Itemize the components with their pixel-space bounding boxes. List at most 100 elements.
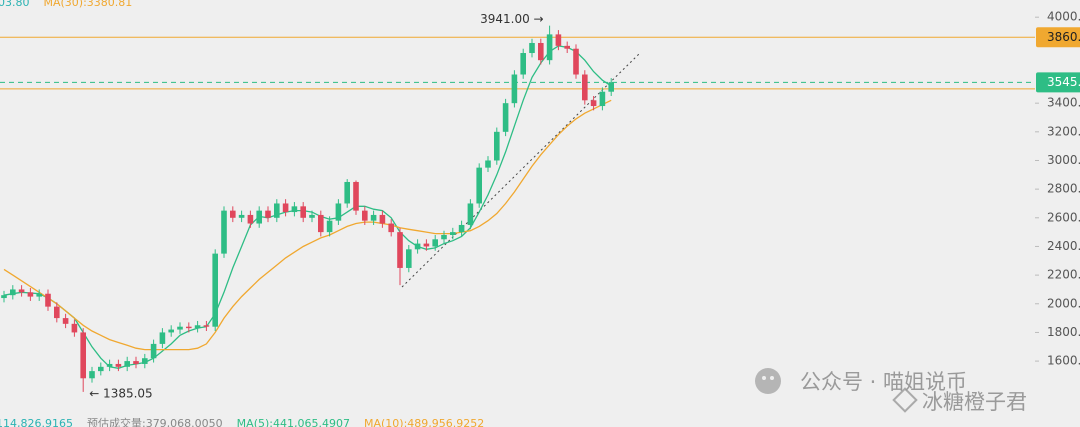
candle-body: [71, 323, 78, 333]
candle-body: [142, 358, 148, 364]
ma-line: [3, 45, 612, 369]
candle-body: [159, 332, 166, 344]
candle-body: [291, 206, 298, 213]
watermark: 公众号 · 喵姐说币 冰糖橙子君: [755, 368, 1027, 414]
candle-body: [106, 363, 113, 367]
wechat-icon: [755, 368, 781, 394]
y-tick-label: 4000.00: [1047, 10, 1080, 24]
watermark-text: 公众号 · 喵姐说币: [800, 370, 967, 394]
candle-body: [450, 232, 456, 235]
candle-body: [494, 131, 500, 161]
candle-body: [379, 214, 386, 224]
candle-body: [247, 214, 254, 224]
candle-body: [318, 214, 324, 233]
candle-body: [98, 366, 104, 372]
candle-body: [467, 203, 474, 225]
candle-body: [18, 289, 25, 293]
candle-body: [362, 210, 368, 221]
trend-line: [401, 52, 641, 288]
y-tick-label: 2800.00: [1047, 182, 1080, 196]
y-tick-label: 2000.00: [1047, 296, 1080, 310]
candle-body: [555, 34, 562, 46]
y-tick-label: 3200.00: [1047, 124, 1080, 138]
candle-body: [36, 293, 42, 297]
candle-body: [388, 223, 394, 233]
candle-body: [300, 206, 306, 218]
candle-body: [432, 239, 438, 247]
candle-body: [476, 167, 482, 204]
info-text: MA(5):441,065.4907: [237, 417, 350, 427]
diamond-icon: [892, 387, 918, 413]
candle-body: [186, 326, 192, 329]
info-text: 03.80: [0, 0, 30, 9]
candle-body: [115, 363, 122, 367]
y-tick-label: 3400.00: [1047, 96, 1080, 110]
candle-body: [599, 91, 606, 107]
candle-body: [414, 243, 421, 250]
candle-body: [485, 160, 491, 168]
candle-body: [89, 371, 95, 379]
y-tick-label: 3000.00: [1047, 153, 1080, 167]
annotation: ← 1385.05: [89, 386, 153, 400]
candle-body: [546, 34, 553, 61]
candle-body: [194, 325, 201, 329]
y-tick-label: 2400.00: [1047, 239, 1080, 253]
candle-body: [582, 74, 588, 101]
y-tick-label: 1800.00: [1047, 325, 1080, 339]
candle-body: [124, 361, 130, 367]
candle-body: [133, 361, 139, 364]
candle-body: [45, 293, 51, 307]
icon-dot: [770, 376, 774, 380]
candle-body: [168, 329, 174, 333]
candle-body: [27, 292, 34, 297]
candle-body: [441, 234, 447, 240]
candle-body: [203, 325, 210, 327]
info-text: MA(30):3380.81: [44, 0, 133, 9]
candle-body: [212, 253, 218, 327]
candle-body: [564, 45, 570, 49]
y-tick-label: 2200.00: [1047, 268, 1080, 282]
candle-body: [573, 48, 579, 75]
price-label-box: [1036, 72, 1080, 93]
info-text: 预估成交量:379,068.0050: [87, 416, 223, 427]
candle-body: [335, 203, 342, 221]
candle-body: [608, 82, 614, 92]
y-tick-label: 2600.00: [1047, 210, 1080, 224]
candle-body: [353, 181, 359, 211]
candle-body: [282, 203, 289, 213]
info-text: 114,826.9165: [0, 417, 73, 427]
candle-body: [150, 343, 157, 359]
candle-body: [458, 224, 465, 233]
candle-body: [344, 181, 350, 204]
candle-body: [1, 295, 7, 299]
candle-body: [370, 214, 377, 221]
price-label-box: [1036, 27, 1080, 48]
candle-body: [54, 306, 60, 319]
candle-body: [423, 243, 430, 247]
candle-body: [520, 53, 526, 75]
candle-body: [590, 100, 597, 107]
candle-body: [265, 210, 271, 218]
price-label: 3545.: [1047, 75, 1080, 89]
candle-body: [177, 326, 183, 330]
candle-body: [10, 289, 16, 296]
candle-body: [80, 332, 86, 379]
candle-body: [309, 214, 315, 218]
watermark-text: 冰糖橙子君: [922, 390, 1027, 414]
candle-body: [538, 42, 544, 61]
candle-body: [406, 249, 412, 268]
candle-body: [230, 210, 236, 218]
candle-body: [502, 103, 509, 132]
info-text: MA(10):489,956.9252: [364, 417, 484, 427]
candle-body: [238, 214, 245, 218]
price-label: 3860.: [1047, 30, 1080, 44]
candle-body: [511, 74, 518, 104]
candle-body: [326, 220, 333, 233]
candle-body: [397, 232, 403, 268]
candle-body: [256, 210, 262, 224]
icon-dot: [762, 376, 766, 380]
candle-body: [62, 318, 69, 324]
candle-body: [529, 42, 535, 54]
